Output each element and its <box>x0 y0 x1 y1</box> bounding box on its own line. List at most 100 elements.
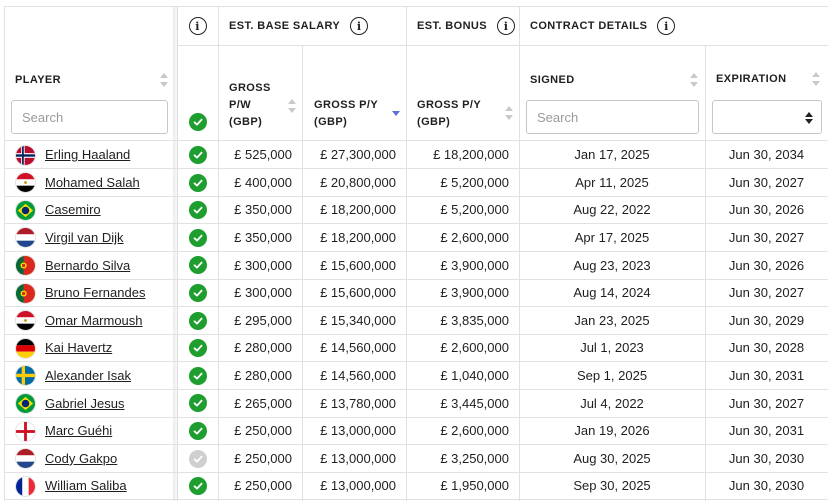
gross-py-value: £ 18,200,000 <box>320 230 396 246</box>
info-icon[interactable]: i <box>350 17 369 35</box>
expiration-date: Jun 30, 2034 <box>728 147 805 163</box>
signed-date: Aug 14, 2024 <box>573 285 651 301</box>
signed-sort-icon[interactable] <box>690 73 698 87</box>
player-name-link[interactable]: Erling Haaland <box>45 147 131 163</box>
signed-column-header[interactable]: SIGNED <box>530 74 575 86</box>
bonus-py-value: £ 5,200,000 <box>440 202 509 218</box>
expiration-filter-select[interactable] <box>712 100 822 134</box>
verified-check-icon <box>189 394 207 413</box>
row-divider <box>4 250 828 252</box>
verified-check-icon <box>189 228 207 247</box>
gross-pw-column-header[interactable]: GROSS P/W (GBP) <box>229 82 271 128</box>
gross-py-value: £ 15,340,000 <box>320 312 396 328</box>
egypt-flag-icon <box>15 310 36 332</box>
bonus-py-value: £ 2,600,000 <box>440 423 509 439</box>
bonus-group-label: EST. BONUS <box>417 20 488 32</box>
norway-flag-icon <box>15 144 36 166</box>
expiration-sort-icon[interactable] <box>812 72 820 86</box>
gross-pw-sort-icon[interactable] <box>288 99 296 113</box>
signed-date: Apr 11, 2025 <box>575 174 649 190</box>
row-divider <box>4 333 828 335</box>
player-name-link[interactable]: Bruno Fernandes <box>45 285 146 301</box>
gross-py-value: £ 18,200,000 <box>320 202 396 218</box>
expiration-date: Jun 30, 2029 <box>728 312 805 328</box>
player-sort-icon[interactable] <box>160 73 168 87</box>
group-header-divider <box>177 45 828 46</box>
player-name-link[interactable]: Omar Marmoush <box>45 312 143 328</box>
player-column-header[interactable]: PLAYER <box>15 74 62 86</box>
base-salary-group-label: EST. BASE SALARY <box>229 20 341 32</box>
row-divider <box>4 444 828 446</box>
signed-date: Jul 1, 2023 <box>580 340 644 356</box>
gross-py-value: £ 14,560,000 <box>320 368 396 384</box>
verified-check-icon <box>189 422 207 440</box>
player-name-link[interactable]: Virgil van Dijk <box>45 230 124 246</box>
player-name-link[interactable]: Mohamed Salah <box>45 174 140 190</box>
expiration-date: Jun 30, 2027 <box>728 395 805 411</box>
gross-pw-value: £ 350,000 <box>234 202 292 218</box>
expiration-date: Jun 30, 2030 <box>728 450 805 466</box>
player-name-link[interactable]: Casemiro <box>45 202 101 218</box>
player-name-link[interactable]: Cody Gakpo <box>45 450 118 466</box>
gross-pw-value: £ 300,000 <box>234 285 292 301</box>
bonus-py-value: £ 2,600,000 <box>440 340 509 356</box>
info-icon[interactable]: i <box>497 17 516 35</box>
table-row: Gabriel Jesus £ 265,000 £ 13,780,000 £ 3,44… <box>0 389 828 417</box>
verified-check-icon <box>189 311 207 330</box>
verified-check-icon <box>189 173 207 192</box>
gross-py-value: £ 13,000,000 <box>320 423 396 439</box>
info-icon[interactable]: i <box>188 17 207 35</box>
player-name-link[interactable]: Gabriel Jesus <box>45 395 125 411</box>
gross-py-value: £ 15,600,000 <box>320 257 396 273</box>
gross-pw-value: £ 280,000 <box>234 368 292 384</box>
player-name-link[interactable]: Kai Havertz <box>45 340 113 356</box>
table-row: Cody Gakpo £ 250,000 £ 13,000,000 £ 3,250,0… <box>0 445 828 473</box>
signed-search-input[interactable] <box>526 100 699 134</box>
signed-date: Apr 17, 2025 <box>574 230 650 246</box>
england-flag-icon <box>15 420 36 442</box>
bonus-py-value: £ 1,040,000 <box>440 368 509 384</box>
column-divider <box>705 46 706 501</box>
player-name-link[interactable]: Bernardo Silva <box>45 257 131 273</box>
bonus-py-value: £ 5,200,000 <box>440 174 509 190</box>
info-icon[interactable]: i <box>657 17 676 35</box>
verified-group-header: i <box>177 6 218 46</box>
base-salary-group-header: EST. BASE SALARY i <box>229 6 369 46</box>
portugal-flag-icon <box>15 282 36 304</box>
bonus-py-value: £ 3,445,000 <box>440 395 509 411</box>
gross-pw-value: £ 250,000 <box>234 478 292 494</box>
gross-py-sort-icon-active[interactable] <box>392 106 400 120</box>
player-name-link[interactable]: Alexander Isak <box>45 368 131 384</box>
row-divider <box>4 388 828 390</box>
table-top-border <box>4 6 828 7</box>
netherlands-flag-icon <box>15 227 36 249</box>
bonus-py-value: £ 3,250,000 <box>440 450 509 466</box>
signed-date: Aug 23, 2023 <box>573 257 651 273</box>
bonus-py-column-header[interactable]: GROSS P/Y (GBP) <box>417 99 482 128</box>
egypt-flag-icon <box>15 172 36 194</box>
player-search-input[interactable] <box>11 100 168 134</box>
expiration-date: Jun 30, 2030 <box>728 478 805 494</box>
gross-py-column-header[interactable]: GROSS P/Y (GBP) <box>314 99 379 128</box>
unverified-check-icon <box>189 449 207 468</box>
bonus-py-value: £ 18,200,000 <box>433 147 509 163</box>
verified-filter-check-icon[interactable] <box>189 113 207 131</box>
table-row: Casemiro £ 350,000 £ 18,200,000 £ 5,200,000… <box>0 196 828 224</box>
bonus-group-header: EST. BONUS i <box>417 6 516 46</box>
signed-date: Jul 4, 2022 <box>580 395 644 411</box>
table-row: Mohamed Salah £ 400,000 £ 20,800,000 £ 5,20… <box>0 169 828 197</box>
player-name-link[interactable]: Marc Guéhi <box>45 423 113 439</box>
table-row: Marc Guéhi £ 250,000 £ 13,000,000 £ 2,600,0… <box>0 417 828 445</box>
row-divider <box>4 416 828 418</box>
expiration-date: Jun 30, 2026 <box>728 202 805 218</box>
column-divider <box>177 6 178 501</box>
gross-py-value: £ 20,800,000 <box>320 174 396 190</box>
expiration-column-header[interactable]: EXPIRATION <box>716 73 787 85</box>
signed-date: Jan 17, 2025 <box>574 147 650 163</box>
brazil-flag-icon <box>15 392 36 414</box>
bonus-py-sort-icon[interactable] <box>505 106 513 120</box>
player-name-link[interactable]: William Saliba <box>45 478 127 494</box>
signed-date: Jan 23, 2025 <box>574 312 650 328</box>
expiration-date: Jun 30, 2027 <box>728 285 805 301</box>
